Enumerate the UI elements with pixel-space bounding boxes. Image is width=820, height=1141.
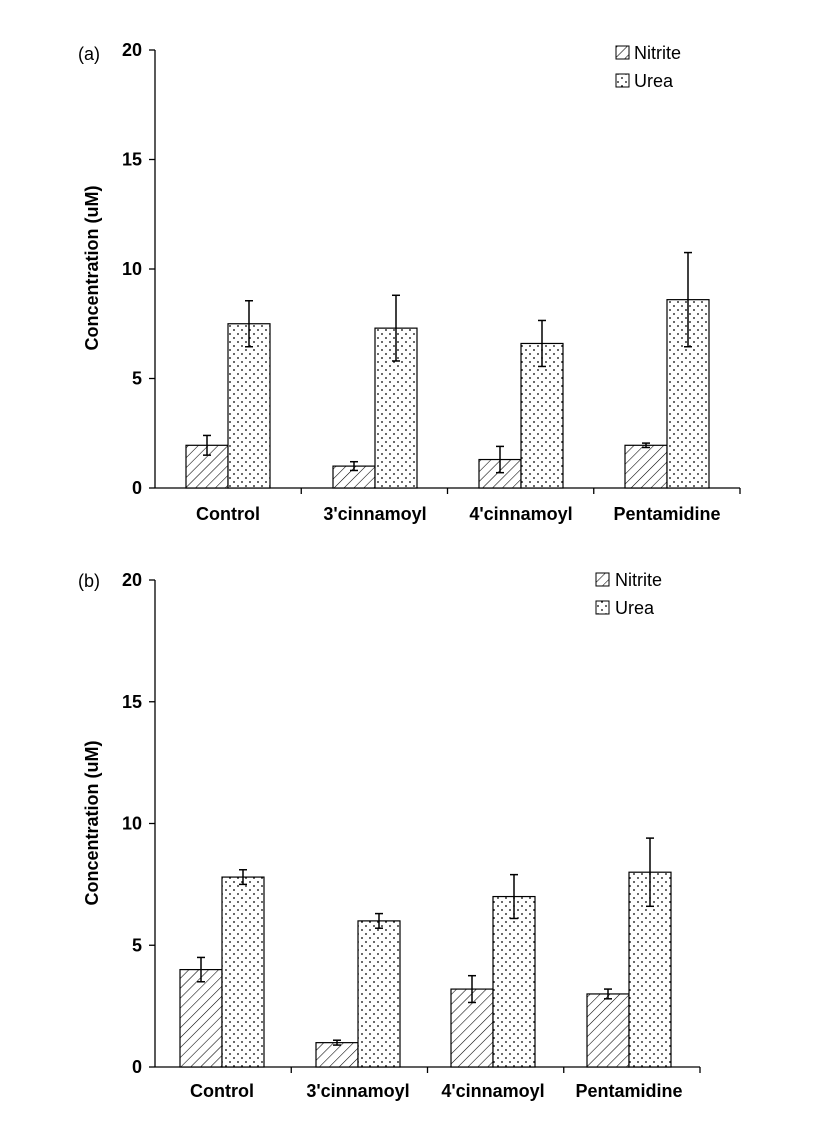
bar-nitrite-3: [624, 444, 668, 489]
legend-b: Nitrite Urea: [595, 570, 662, 618]
y-ticks-b: 0 5 10 15 20: [122, 570, 155, 1077]
bar-nitrite-0: [179, 968, 223, 1068]
y-tick-label: 15: [122, 692, 142, 712]
chart-panel-a: (a) Concentration (uM) 0 5 10 15 20 Control 3…: [78, 40, 741, 524]
y-tick-label: 10: [122, 259, 142, 279]
y-tick-label: 10: [122, 814, 142, 834]
y-tick-label: 0: [132, 1057, 142, 1077]
bar-urea-2: [492, 895, 536, 1068]
panel-label-a: (a): [78, 44, 100, 64]
panel-label-b: (b): [78, 571, 100, 591]
y-tick-label: 15: [122, 150, 142, 170]
category-label: Control: [190, 1081, 254, 1101]
category-labels-b: Control 3'cinnamoyl 4'cinnamoyl Pentamidine: [190, 1081, 683, 1101]
category-label: 3'cinnamoyl: [323, 504, 426, 524]
legend-label-nitrite: Nitrite: [634, 43, 681, 63]
y-tick-label: 5: [132, 369, 142, 389]
chart-panel-b: (b) Concentration (uM) 0 5 10 15 20 Control 3…: [78, 570, 701, 1101]
category-label: Pentamidine: [575, 1081, 682, 1101]
legend-label-urea: Urea: [615, 598, 655, 618]
bars-b: [179, 837, 672, 1068]
legend-a: Nitrite Urea: [615, 43, 681, 91]
category-label: Pentamidine: [613, 504, 720, 524]
bar-urea-0: [227, 323, 271, 489]
legend-label-nitrite: Nitrite: [615, 570, 662, 590]
bar-urea-1: [357, 920, 401, 1068]
y-tick-label: 20: [122, 40, 142, 60]
y-ticks-a: 0 5 10 15 20: [122, 40, 155, 498]
y-axis-label-a: Concentration (uM): [82, 186, 102, 351]
category-label: Control: [196, 504, 260, 524]
legend-swatch-urea: [615, 73, 630, 88]
category-labels-a: Control 3'cinnamoyl 4'cinnamoyl Pentamidine: [196, 504, 721, 524]
legend-label-urea: Urea: [634, 71, 674, 91]
y-axis-label-b: Concentration (uM): [82, 741, 102, 906]
category-label: 4'cinnamoyl: [441, 1081, 544, 1101]
category-label: 4'cinnamoyl: [469, 504, 572, 524]
legend-swatch-urea: [595, 600, 610, 615]
category-label: 3'cinnamoyl: [306, 1081, 409, 1101]
bars-a: [185, 251, 710, 489]
bar-urea-0: [221, 876, 265, 1068]
bar-nitrite-3: [586, 993, 630, 1068]
y-tick-label: 0: [132, 478, 142, 498]
bar-nitrite-2: [478, 458, 522, 489]
y-tick-label: 20: [122, 570, 142, 590]
y-tick-label: 5: [132, 935, 142, 955]
legend-swatch-nitrite: [595, 572, 610, 587]
legend-swatch-nitrite: [615, 45, 630, 60]
bar-nitrite-1: [315, 1042, 359, 1068]
